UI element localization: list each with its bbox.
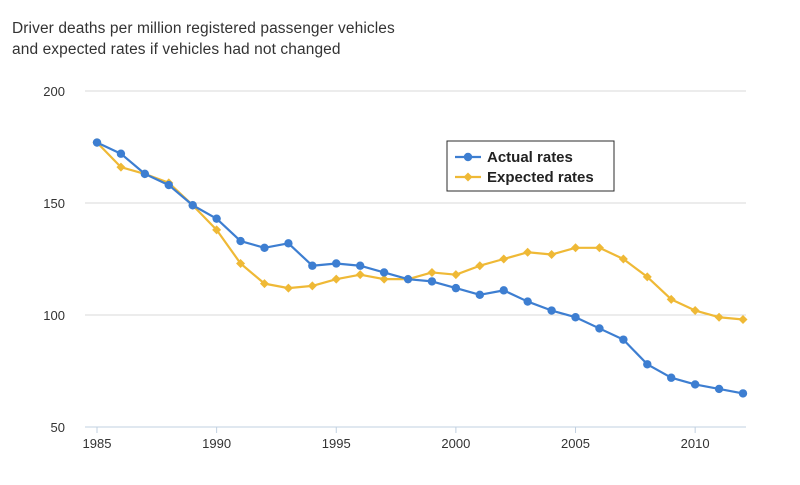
data-point-actual-rates [547, 306, 556, 315]
data-point-expected-rates [116, 162, 126, 172]
data-point-expected-rates [523, 247, 533, 257]
x-tick-label: 2005 [561, 436, 590, 451]
x-tick-label: 2010 [681, 436, 710, 451]
data-point-actual-rates [212, 214, 221, 223]
series-group [92, 138, 748, 398]
x-tick-label: 1995 [322, 436, 351, 451]
y-tick-label: 150 [43, 196, 65, 211]
data-point-expected-rates [451, 270, 461, 280]
data-point-actual-rates [738, 389, 748, 398]
y-axis-ticks: 50 100 150 200 [43, 84, 65, 435]
data-point-actual-rates [403, 274, 413, 284]
x-tick-label: 1985 [83, 436, 112, 451]
data-point-actual-rates [643, 360, 652, 369]
legend-marker-diamond-icon [463, 172, 473, 182]
data-point-expected-rates [547, 250, 557, 260]
data-point-expected-rates [666, 294, 676, 304]
data-point-expected-rates [690, 306, 700, 316]
data-point-actual-rates [260, 243, 269, 252]
data-point-expected-rates [259, 279, 269, 289]
data-point-expected-rates [283, 283, 293, 293]
data-point-expected-rates [618, 254, 628, 264]
data-point-actual-rates [236, 236, 245, 246]
legend-box [446, 140, 615, 192]
data-point-expected-rates [714, 312, 724, 322]
data-point-actual-rates [595, 324, 604, 333]
data-point-actual-rates [355, 261, 365, 270]
data-point-expected-rates [355, 270, 365, 280]
series-line-expected-rates [96, 141, 744, 321]
data-point-actual-rates [164, 180, 173, 190]
data-point-expected-rates [571, 243, 581, 253]
data-point-expected-rates [331, 274, 341, 284]
data-point-actual-rates [379, 268, 389, 277]
data-point-actual-rates [571, 313, 580, 322]
data-point-actual-rates [690, 380, 700, 389]
chart-title-block: Driver deaths per million registered pas… [12, 18, 395, 60]
data-point-expected-rates [594, 243, 604, 253]
data-point-actual-rates [188, 201, 197, 210]
legend-label: Expected rates [487, 169, 594, 186]
data-point-expected-rates [499, 254, 509, 264]
y-tick-label: 50 [51, 420, 65, 435]
data-point-actual-rates [284, 239, 293, 248]
grid [85, 90, 746, 316]
data-point-actual-rates [499, 286, 508, 295]
data-point-expected-rates [475, 261, 485, 271]
data-point-expected-rates [427, 267, 437, 277]
data-point-expected-rates [642, 272, 652, 282]
data-point-actual-rates [523, 297, 532, 306]
legend[interactable]: Actual rates Expected rates [446, 140, 615, 192]
data-point-expected-rates [379, 274, 389, 284]
data-point-actual-rates [116, 149, 126, 158]
data-point-expected-rates [307, 281, 317, 291]
series-expected-rates [92, 138, 748, 324]
data-point-actual-rates [140, 169, 150, 179]
legend-item-expected-rates[interactable]: Expected rates [455, 169, 594, 186]
series-line-actual-rates [96, 141, 744, 395]
series-actual-rates [92, 138, 748, 398]
data-point-actual-rates [619, 335, 628, 344]
data-point-actual-rates [332, 259, 341, 268]
data-point-actual-rates [667, 373, 676, 382]
y-tick-label: 200 [43, 84, 65, 99]
data-point-actual-rates [451, 283, 461, 293]
data-point-expected-rates [738, 314, 748, 324]
data-point-actual-rates [427, 277, 437, 286]
legend-marker-circle-icon [463, 152, 473, 162]
x-tick-label: 1990 [202, 436, 231, 451]
data-point-actual-rates [475, 290, 485, 300]
x-tick-label: 2000 [441, 436, 470, 451]
data-point-expected-rates [212, 225, 222, 235]
data-point-actual-rates [92, 138, 102, 147]
y-tick-label: 100 [43, 308, 65, 323]
legend-label: Actual rates [487, 149, 573, 166]
data-point-actual-rates [714, 384, 724, 394]
data-point-actual-rates [308, 261, 317, 270]
data-point-expected-rates [236, 258, 246, 268]
chart-title: Driver deaths per million registered pas… [12, 20, 395, 37]
x-axis: 1985 1990 1995 2000 2005 2010 [83, 426, 746, 451]
chart-subtitle: and expected rates if vehicles had not c… [12, 41, 341, 58]
legend-item-actual-rates[interactable]: Actual rates [455, 149, 573, 166]
